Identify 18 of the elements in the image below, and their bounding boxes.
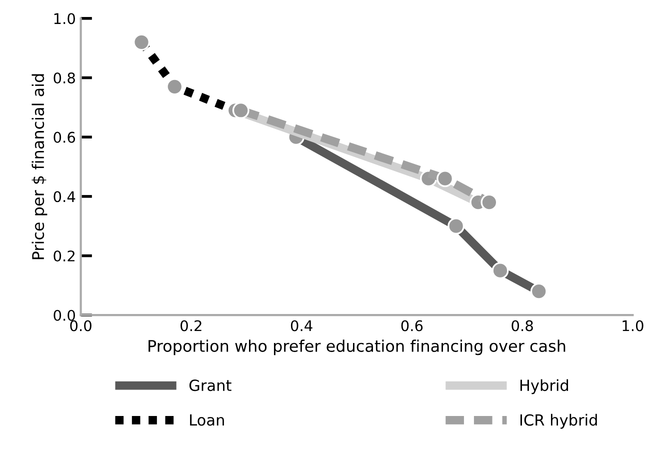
y-axis-title: Price per $ financial aid: [32, 74, 48, 260]
x-tick-label: 0.6: [401, 320, 423, 332]
y-tick-label: 1.0: [54, 13, 75, 24]
legend-label: Hybrid: [520, 379, 568, 394]
x-tick-label: 0.0: [70, 320, 92, 332]
y-tick-label: 0.4: [54, 191, 76, 202]
y-tick-label: 0.8: [54, 72, 75, 84]
x-axis-title: Proportion who prefer education financing over cash: [148, 340, 566, 356]
x-tick-label: 0.4: [290, 320, 312, 332]
y-tick-label: 0.0: [54, 310, 75, 321]
y-tick-label: 0.2: [54, 250, 74, 262]
x-tick-label: 1.0: [622, 320, 644, 332]
legend-label: Grant: [189, 380, 232, 392]
x-tick-label: 0.8: [512, 320, 533, 332]
legend-label: Loan: [190, 414, 224, 426]
legend-label: ICR hybrid: [520, 414, 597, 429]
y-tick-label: 0.6: [54, 132, 76, 143]
x-tick-label: 0.2: [180, 320, 202, 332]
